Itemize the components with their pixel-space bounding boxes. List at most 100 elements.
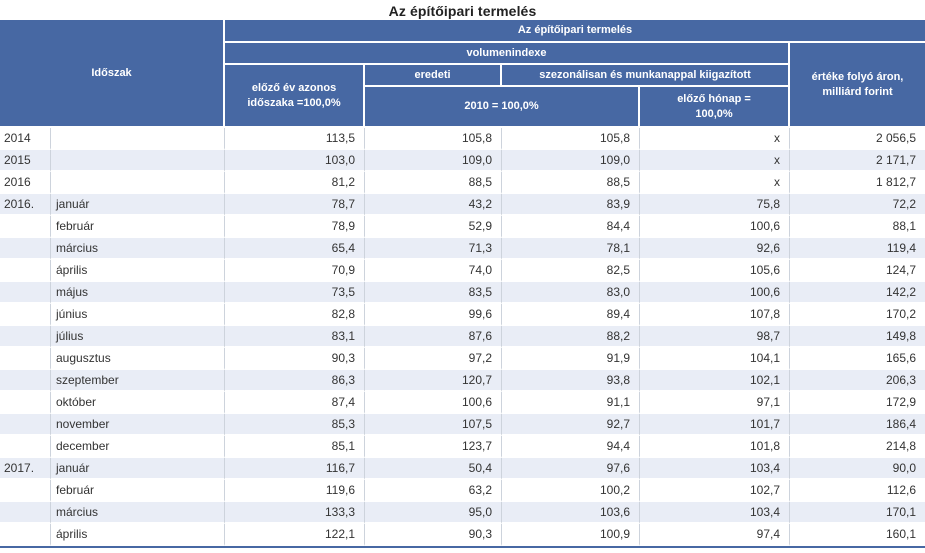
table-row: szeptember 86,3 120,7 93,8 102,1 206,3 <box>0 370 925 392</box>
value-cell: 92,6 <box>640 238 791 260</box>
month-cell: január <box>51 458 226 480</box>
value-cell: 90,3 <box>225 348 366 370</box>
value-cell: 50,4 <box>365 458 503 480</box>
value-cell: 170,1 <box>790 502 925 524</box>
year-cell <box>0 414 51 436</box>
table-row: február 119,6 63,2 100,2 102,7 112,6 <box>0 480 925 502</box>
value-cell: 78,7 <box>225 194 366 216</box>
value-cell: 100,6 <box>640 282 791 304</box>
month-cell: március <box>51 238 226 260</box>
value-cell: 93,8 <box>502 370 641 392</box>
value-cell: 95,0 <box>365 502 503 524</box>
value-cell: 88,5 <box>502 172 641 194</box>
value-cell: 82,8 <box>225 304 366 326</box>
value-cell: 120,7 <box>365 370 503 392</box>
month-cell: augusztus <box>51 348 226 370</box>
value-cell: 78,9 <box>225 216 366 238</box>
value-cell: 98,7 <box>640 326 791 348</box>
month-cell: november <box>51 414 226 436</box>
year-cell <box>0 304 51 326</box>
table-body: 2014 113,5 105,8 105,8 x 2 056,5 2015 103,0 109,… <box>0 128 925 546</box>
table-row: július 83,1 87,6 88,2 98,7 149,8 <box>0 326 925 348</box>
value-cell: 113,5 <box>225 128 366 150</box>
value-cell: 97,1 <box>640 392 791 414</box>
value-cell: 73,5 <box>225 282 366 304</box>
value-cell: 83,1 <box>225 326 366 348</box>
year-cell <box>0 436 51 458</box>
value-cell: 91,1 <box>502 392 641 414</box>
month-cell: március <box>51 502 226 524</box>
value-cell: 70,9 <box>225 260 366 282</box>
month-cell: április <box>51 260 226 282</box>
table-row: 2016 81,2 88,5 88,5 x 1 812,7 <box>0 172 925 194</box>
table-title: Az építőipari termelés <box>388 3 537 19</box>
value-cell: 88,1 <box>790 216 925 238</box>
month-cell: február <box>51 216 226 238</box>
month-cell: április <box>51 524 226 546</box>
value-cell: 97,4 <box>640 524 791 546</box>
value-cell: 103,4 <box>640 458 791 480</box>
value-cell: 186,4 <box>790 414 925 436</box>
year-cell: 2014 <box>0 128 51 150</box>
value-cell: 100,2 <box>502 480 641 502</box>
year-cell <box>0 260 51 282</box>
value-cell: 82,5 <box>502 260 641 282</box>
value-cell: 88,5 <box>365 172 503 194</box>
year-cell <box>0 216 51 238</box>
value-cell: 91,9 <box>502 348 641 370</box>
month-cell <box>51 172 226 194</box>
year-cell <box>0 348 51 370</box>
construction-production-table: Időszak Az építőipari termelés volumenin… <box>0 20 925 548</box>
header-eredeti: eredeti <box>365 65 503 87</box>
value-cell: x <box>640 150 791 172</box>
value-cell: 104,1 <box>640 348 791 370</box>
header-volumenindexe: volumenindexe <box>225 43 791 65</box>
value-cell: x <box>640 128 791 150</box>
value-cell: 87,6 <box>365 326 503 348</box>
table-row: 2014 113,5 105,8 105,8 x 2 056,5 <box>0 128 925 150</box>
value-cell: 100,6 <box>365 392 503 414</box>
value-cell: 119,6 <box>225 480 366 502</box>
value-cell: 142,2 <box>790 282 925 304</box>
value-cell: 43,2 <box>365 194 503 216</box>
value-cell: 100,6 <box>640 216 791 238</box>
table-row: március 65,4 71,3 78,1 92,6 119,4 <box>0 238 925 260</box>
year-cell <box>0 392 51 414</box>
value-cell: 94,4 <box>502 436 641 458</box>
value-cell: 102,1 <box>640 370 791 392</box>
value-cell: 1 812,7 <box>790 172 925 194</box>
value-cell: 75,8 <box>640 194 791 216</box>
month-cell: február <box>51 480 226 502</box>
table-row: február 78,9 52,9 84,4 100,6 88,1 <box>0 216 925 238</box>
value-cell: 101,8 <box>640 436 791 458</box>
table-row: 2017. január 116,7 50,4 97,6 103,4 90,0 <box>0 458 925 480</box>
value-cell: 109,0 <box>365 150 503 172</box>
month-cell: július <box>51 326 226 348</box>
value-cell: 87,4 <box>225 392 366 414</box>
table-row: június 82,8 99,6 89,4 107,8 170,2 <box>0 304 925 326</box>
value-cell: 89,4 <box>502 304 641 326</box>
year-cell: 2017. <box>0 458 51 480</box>
header-top-banner: Az építőipari termelés <box>225 20 925 43</box>
value-cell: 105,8 <box>502 128 641 150</box>
value-cell: 85,3 <box>225 414 366 436</box>
value-cell: 90,0 <box>790 458 925 480</box>
header-idoszak: Időszak <box>0 20 226 128</box>
value-cell: 116,7 <box>225 458 366 480</box>
value-cell: 112,6 <box>790 480 925 502</box>
value-cell: 172,9 <box>790 392 925 414</box>
value-cell: 65,4 <box>225 238 366 260</box>
value-cell: x <box>640 172 791 194</box>
value-cell: 97,6 <box>502 458 641 480</box>
value-cell: 92,7 <box>502 414 641 436</box>
value-cell: 119,4 <box>790 238 925 260</box>
year-cell: 2016. <box>0 194 51 216</box>
month-cell: június <box>51 304 226 326</box>
year-cell <box>0 238 51 260</box>
value-cell: 133,3 <box>225 502 366 524</box>
table-row: 2015 103,0 109,0 109,0 x 2 171,7 <box>0 150 925 172</box>
value-cell: 2 056,5 <box>790 128 925 150</box>
value-cell: 107,8 <box>640 304 791 326</box>
value-cell: 123,7 <box>365 436 503 458</box>
table-row: április 122,1 90,3 100,9 97,4 160,1 <box>0 524 925 546</box>
